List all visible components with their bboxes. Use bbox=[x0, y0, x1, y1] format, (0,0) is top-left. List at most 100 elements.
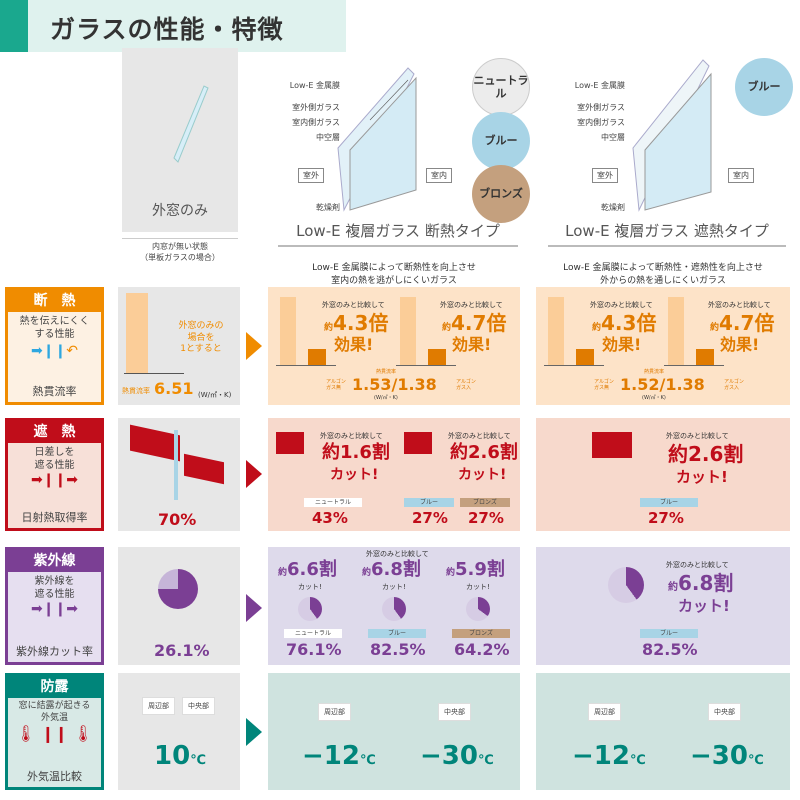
rows-insulation-effect: 効果! bbox=[452, 335, 492, 354]
row-label-shield: 遮 熱 日差しを 遮る性能 ➡︎❙❙➡︎ 日射熱取得率 bbox=[5, 418, 104, 531]
arrow-right-icon bbox=[246, 718, 262, 746]
rows-dew-unit: ℃ bbox=[477, 753, 494, 768]
rows-uv-insulating-2-num: 5.9割 bbox=[455, 559, 505, 580]
dew-shielding: 周辺部 中央部 −12℃ −30℃ bbox=[536, 673, 790, 790]
shield-insulating: 外窓のみと比較して 約1.6割 カット! ニュートラル 43% 外窓のみと比較し… bbox=[268, 418, 520, 531]
diagram_labels-lowe: Low-E 金属膜 bbox=[289, 81, 340, 90]
uv-cut-2: 約6.8割 bbox=[362, 561, 421, 579]
header-accent bbox=[0, 0, 28, 52]
uv-cut-3: 約5.9割 bbox=[446, 561, 505, 579]
rows-insulation-title: 断 熱 bbox=[8, 290, 101, 312]
rows-uv-insulating-1-num: 6.8割 bbox=[371, 559, 421, 580]
sun-icon bbox=[404, 432, 432, 454]
diagram_labels-inner: 室内側ガラス bbox=[577, 118, 625, 127]
shield-shielding: 外窓のみと比較して 約2.6割 カット! ブルー 27% bbox=[536, 418, 790, 531]
rows-insulation-approx: 約 bbox=[710, 323, 720, 333]
rows-insulation-single-value: 6.51 bbox=[154, 379, 194, 398]
rows-uv-insulating-0-num: 6.6割 bbox=[287, 559, 337, 580]
rows-insulation-shielding-unit: (W/㎡・K) bbox=[642, 395, 666, 401]
rows-uv-single-value: 26.1% bbox=[154, 641, 210, 660]
insulating-title: Low-E 複層ガラス 断熱タイプ bbox=[278, 220, 518, 247]
rows-dew-center: 中央部 bbox=[438, 703, 471, 721]
effect-4.7: 約4.7倍 bbox=[710, 313, 774, 333]
rows-uv-title: 紫外線 bbox=[8, 550, 101, 572]
sun-icon bbox=[158, 569, 198, 609]
uv-single: 26.1% bbox=[118, 547, 240, 665]
rows-uv-shielding-tag: ブルー bbox=[640, 629, 698, 638]
rows-shield-insulating-1-values-1: 27% bbox=[468, 509, 504, 527]
baseline bbox=[124, 373, 184, 374]
rows-insulation-insulating-left: アルゴン ガス無 bbox=[326, 379, 346, 391]
color-chip-bronze: ブロンズ bbox=[472, 165, 530, 223]
page-title: ガラスの性能・特徴 bbox=[28, 0, 346, 52]
rows-shield-compare: 外窓のみと比較して bbox=[320, 432, 383, 440]
rows-uv-insulating-2-tag: ブロンズ bbox=[452, 629, 510, 638]
rows-uv-cut: カット! bbox=[298, 583, 322, 591]
sun-icon bbox=[466, 597, 490, 621]
rows-dew-insulating-value: −12 bbox=[302, 741, 360, 771]
rows-insulation-shielding-b: 4.7 bbox=[719, 311, 755, 335]
rows-shield-title: 遮 熱 bbox=[8, 421, 101, 443]
rows-uv-insulating-1-value: 82.5% bbox=[370, 640, 426, 659]
outside-label-2: 室外 bbox=[592, 168, 618, 183]
rows-insulation-effect: 効果! bbox=[334, 335, 374, 354]
rows-uv-insulating-0-value: 76.1% bbox=[286, 640, 342, 659]
sun-icon bbox=[382, 597, 406, 621]
outside-label: 室外 bbox=[298, 168, 324, 183]
sun-icon bbox=[298, 597, 322, 621]
double-glass-icon bbox=[337, 67, 417, 212]
dew-single: 周辺部 中央部 10℃ bbox=[118, 673, 240, 790]
dew-center-value: −30℃ bbox=[690, 743, 764, 769]
rows-uv-shielding-num: 6.8割 bbox=[678, 571, 734, 595]
rows-shield-insulating-0-value: 43% bbox=[312, 509, 348, 527]
row-label-dew: 防露 窓に結露が起きる 外気温 🌡 ❙❙ 🌡 外気温比較 bbox=[5, 673, 104, 790]
diagram_labels-desiccant: 乾燥剤 bbox=[601, 203, 625, 212]
rows-shield-footer: 日射熱取得率 bbox=[21, 511, 88, 524]
rows-insulation-sub: 熱を伝えにくく する性能 bbox=[19, 316, 90, 340]
diagram_labels-outer: 室外側ガラス bbox=[292, 103, 340, 112]
rows-uv-compare: 外窓のみと比較して bbox=[666, 561, 729, 569]
rows-dew-edge: 周辺部 bbox=[588, 703, 621, 721]
uv-arrows-icon: ➡︎❙❙➡︎ bbox=[31, 601, 78, 617]
shielding-title: Low-E 複層ガラス 遮熱タイプ bbox=[548, 220, 786, 247]
sun-arrows-icon: ➡︎❙❙➡︎ bbox=[31, 472, 78, 488]
rows-shield-insulating-1-values-0: 27% bbox=[412, 509, 448, 527]
sun-icon bbox=[130, 424, 180, 462]
rows-insulation-insulating-right: アルゴン ガス入 bbox=[456, 379, 476, 391]
dew-center-value: −30℃ bbox=[420, 743, 494, 769]
rows-insulation-times_suffix: 倍 bbox=[754, 311, 775, 335]
double-glass-icon-2 bbox=[632, 59, 712, 212]
rows-insulation-insulating-unit: (W/㎡・K) bbox=[374, 395, 398, 401]
dew-edge-value: −12℃ bbox=[572, 743, 646, 769]
rows-insulation-single-unit: (W/㎡・K) bbox=[198, 391, 232, 399]
diagram_labels-outer: 室外側ガラス bbox=[577, 103, 625, 112]
rows-shield-insulating-1-tags-1: ブロンズ bbox=[460, 498, 510, 507]
rows-dew-shielding-value: −12 bbox=[572, 741, 630, 771]
rows-insulation-insulating-a: 4.3 bbox=[333, 311, 369, 335]
rows-dew-unit: ℃ bbox=[359, 753, 376, 768]
effect-4.3: 約4.3倍 bbox=[592, 313, 656, 333]
rows-uv-insulating-1-approx: 約 bbox=[362, 568, 372, 578]
rows-shield-insulating-0-tag: ニュートラル bbox=[304, 498, 362, 507]
rows-uv-compare: 外窓のみと比較して bbox=[366, 550, 429, 558]
rows-dew-single-value: 10 bbox=[154, 741, 191, 771]
rows-shield-cut: カット! bbox=[458, 467, 507, 483]
rows-dew-edge: 周辺部 bbox=[142, 697, 175, 715]
rows-insulation-compare: 外窓のみと比較して bbox=[590, 301, 653, 309]
rows-dew-edge: 周辺部 bbox=[318, 703, 351, 721]
rows-dew-footer: 外気温比較 bbox=[27, 770, 82, 783]
rows-shield-compare: 外窓のみと比較して bbox=[666, 432, 729, 440]
insulation-insulating: 外窓のみと比較して 約4.3倍 効果! 外窓のみと比較して 約4.7倍 効果! … bbox=[268, 287, 520, 405]
rows-shield-sub: 日差しを 遮る性能 bbox=[34, 447, 75, 471]
rows-shield-shielding-approx: 約2.6割 bbox=[668, 442, 744, 466]
single-glass-icon bbox=[173, 85, 209, 163]
rows-dew-center: 中央部 bbox=[182, 697, 215, 715]
rows-uv-sub: 紫外線を 遮る性能 bbox=[34, 576, 75, 600]
rows-insulation-shielding-value: 1.52/1.38 bbox=[620, 375, 705, 394]
arrow-right-icon bbox=[246, 332, 262, 360]
single-caption: 内窓が無い状態 （単板ガラスの場合） bbox=[122, 238, 238, 263]
arrow-right-icon bbox=[246, 594, 262, 622]
sun-icon bbox=[608, 567, 644, 603]
insulation-single: 外窓のみの 場合を 1とすると 熱貫流率 6.51 (W/㎡・K) bbox=[118, 287, 240, 405]
single-title: 外窓のみ bbox=[152, 203, 208, 219]
